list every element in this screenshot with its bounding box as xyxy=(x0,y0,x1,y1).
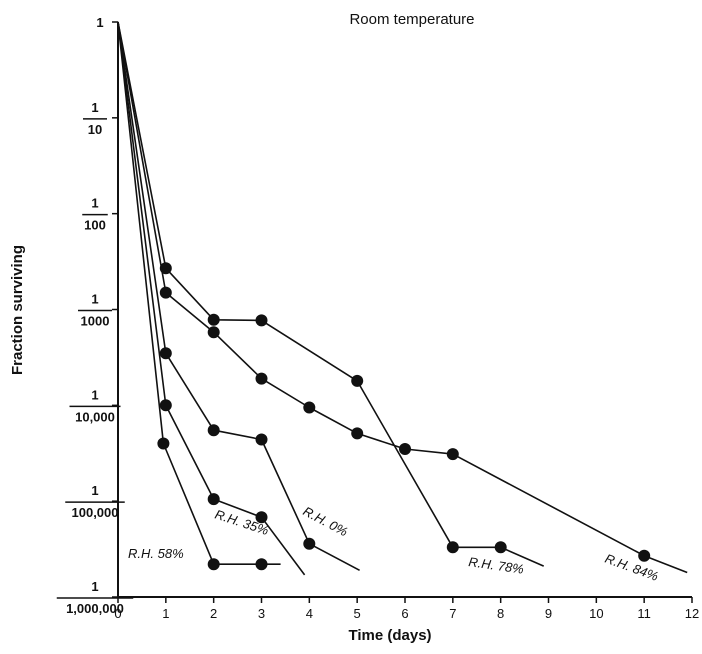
data-point xyxy=(255,558,268,571)
data-point xyxy=(255,314,268,327)
x-tick-label: 0 xyxy=(114,606,121,621)
series-line xyxy=(117,21,306,576)
data-point xyxy=(207,424,220,437)
y-tick-numerator: 1 xyxy=(91,579,98,594)
y-tick-numerator: 1 xyxy=(91,100,98,115)
chart-title: Room temperature xyxy=(349,11,474,28)
series-label-rh78: R.H. 78% xyxy=(468,554,525,577)
x-ticks: 0 1 2 3 4 5 6 7 8 9 10 11 12 xyxy=(114,597,699,621)
data-point xyxy=(494,541,507,554)
data-point xyxy=(207,313,220,326)
series-line xyxy=(117,21,688,574)
data-point xyxy=(303,537,316,550)
x-tick-label: 7 xyxy=(449,606,456,621)
series-line xyxy=(117,21,281,565)
data-point xyxy=(207,326,220,339)
x-tick-label: 2 xyxy=(210,606,217,621)
data-point xyxy=(159,347,172,360)
y-tick-denominator: 1000 xyxy=(81,314,110,329)
series-group xyxy=(117,21,688,576)
y-ticks: 1 1 10 1 100 1 1000 1 10,000 1 100,000 1 1,000,000 xyxy=(56,15,134,616)
x-tick-label: 9 xyxy=(545,606,552,621)
y-tick-denominator: 1,000,000 xyxy=(66,601,124,616)
y-tick-denominator: 100,000 xyxy=(72,505,119,520)
data-point xyxy=(446,448,459,461)
x-tick-label: 8 xyxy=(497,606,504,621)
y-tick-numerator: 1 xyxy=(91,483,98,498)
data-point xyxy=(351,374,364,387)
x-tick-label: 1 xyxy=(162,606,169,621)
data-point xyxy=(255,511,268,524)
data-point xyxy=(157,437,170,450)
series-labels: R.H. 58% R.H. 35% R.H. 0% R.H. 78% R.H. … xyxy=(128,503,660,583)
data-point xyxy=(159,286,172,299)
series-line xyxy=(117,21,545,567)
y-axis-label: Fraction surviving xyxy=(9,245,26,375)
y-tick-numerator: 1 xyxy=(91,196,98,211)
data-point xyxy=(638,549,651,562)
x-axis-label: Time (days) xyxy=(348,627,431,644)
y-tick-denominator: 10,000 xyxy=(75,409,115,424)
series-label-rh0: R.H. 0% xyxy=(301,503,351,539)
data-point xyxy=(159,399,172,412)
x-tick-label: 5 xyxy=(354,606,361,621)
x-tick-label: 11 xyxy=(637,606,651,621)
data-point xyxy=(207,558,220,571)
data-point xyxy=(351,427,364,440)
x-tick-label: 10 xyxy=(589,606,603,621)
y-tick-numerator: 1 xyxy=(91,387,98,402)
series-label-rh84: R.H. 84% xyxy=(603,551,660,584)
x-tick-label: 4 xyxy=(306,606,313,621)
x-tick-label: 12 xyxy=(685,606,699,621)
data-point xyxy=(255,372,268,385)
x-tick-label: 3 xyxy=(258,606,265,621)
y-tick-denominator: 100 xyxy=(84,218,106,233)
series-line xyxy=(117,21,360,572)
y-tick-denominator: 10 xyxy=(88,122,102,137)
y-tick-label: 1 xyxy=(96,15,103,30)
data-point xyxy=(446,541,459,554)
data-point xyxy=(207,493,220,506)
data-point xyxy=(399,443,411,455)
data-point xyxy=(303,401,316,414)
x-tick-label: 6 xyxy=(401,606,408,621)
data-point xyxy=(255,433,268,446)
y-tick-numerator: 1 xyxy=(91,292,98,307)
series-label-rh58: R.H. 58% xyxy=(128,546,184,561)
